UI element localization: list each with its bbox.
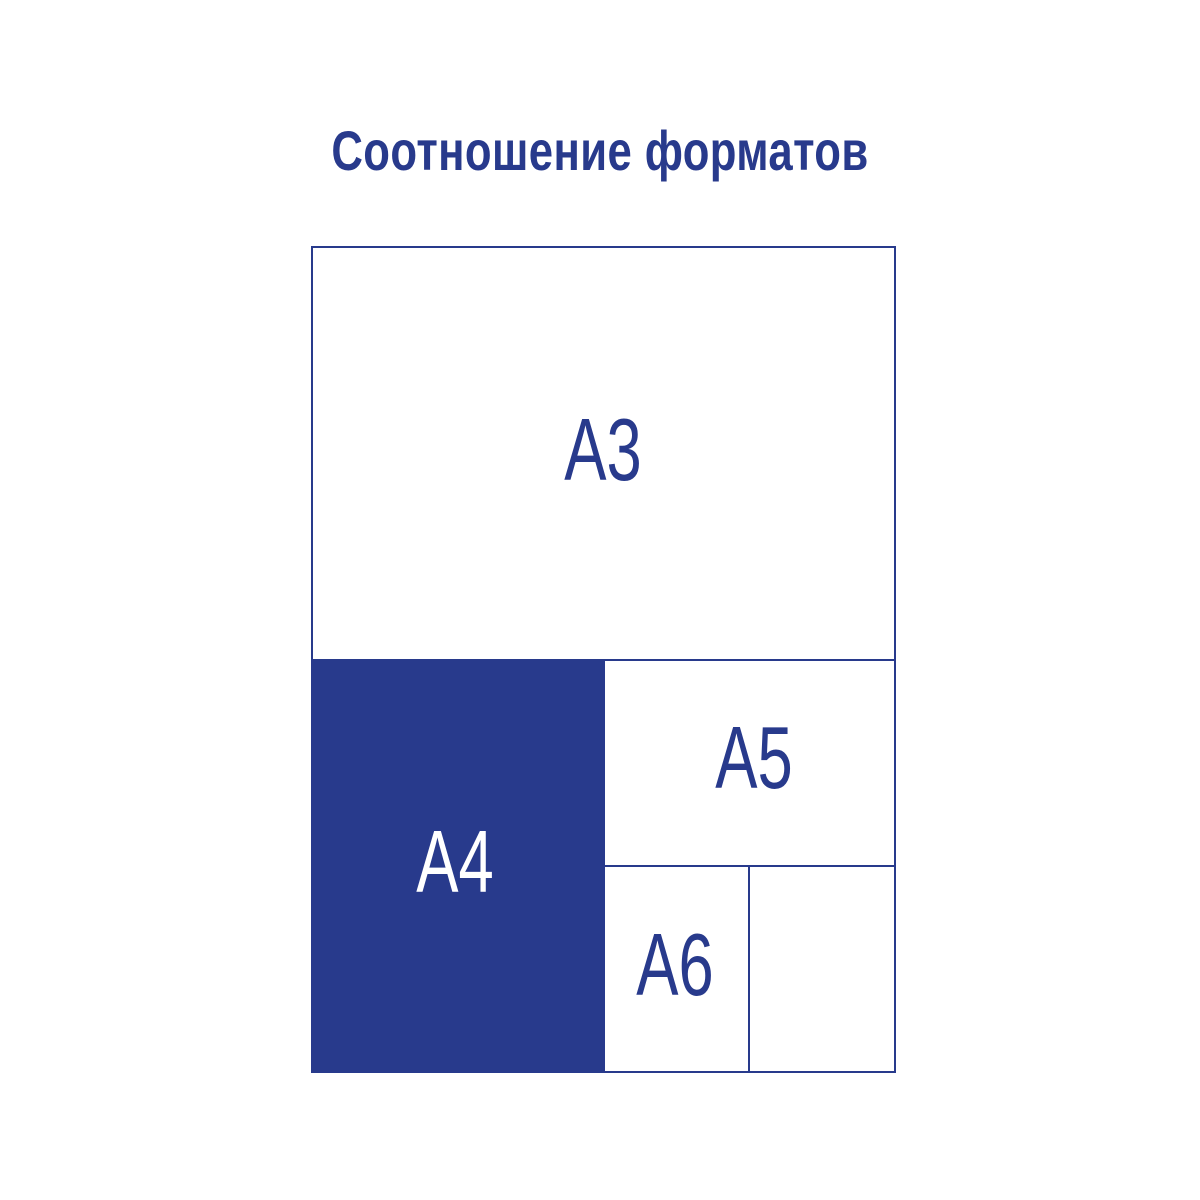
a4-block bbox=[312, 660, 604, 1072]
label-a3: A3 bbox=[564, 402, 641, 500]
label-a4: A4 bbox=[416, 814, 493, 912]
diagram-title: Соотношение форматов bbox=[331, 119, 869, 182]
label-a5: A5 bbox=[715, 710, 792, 808]
label-a6: A6 bbox=[636, 917, 713, 1015]
